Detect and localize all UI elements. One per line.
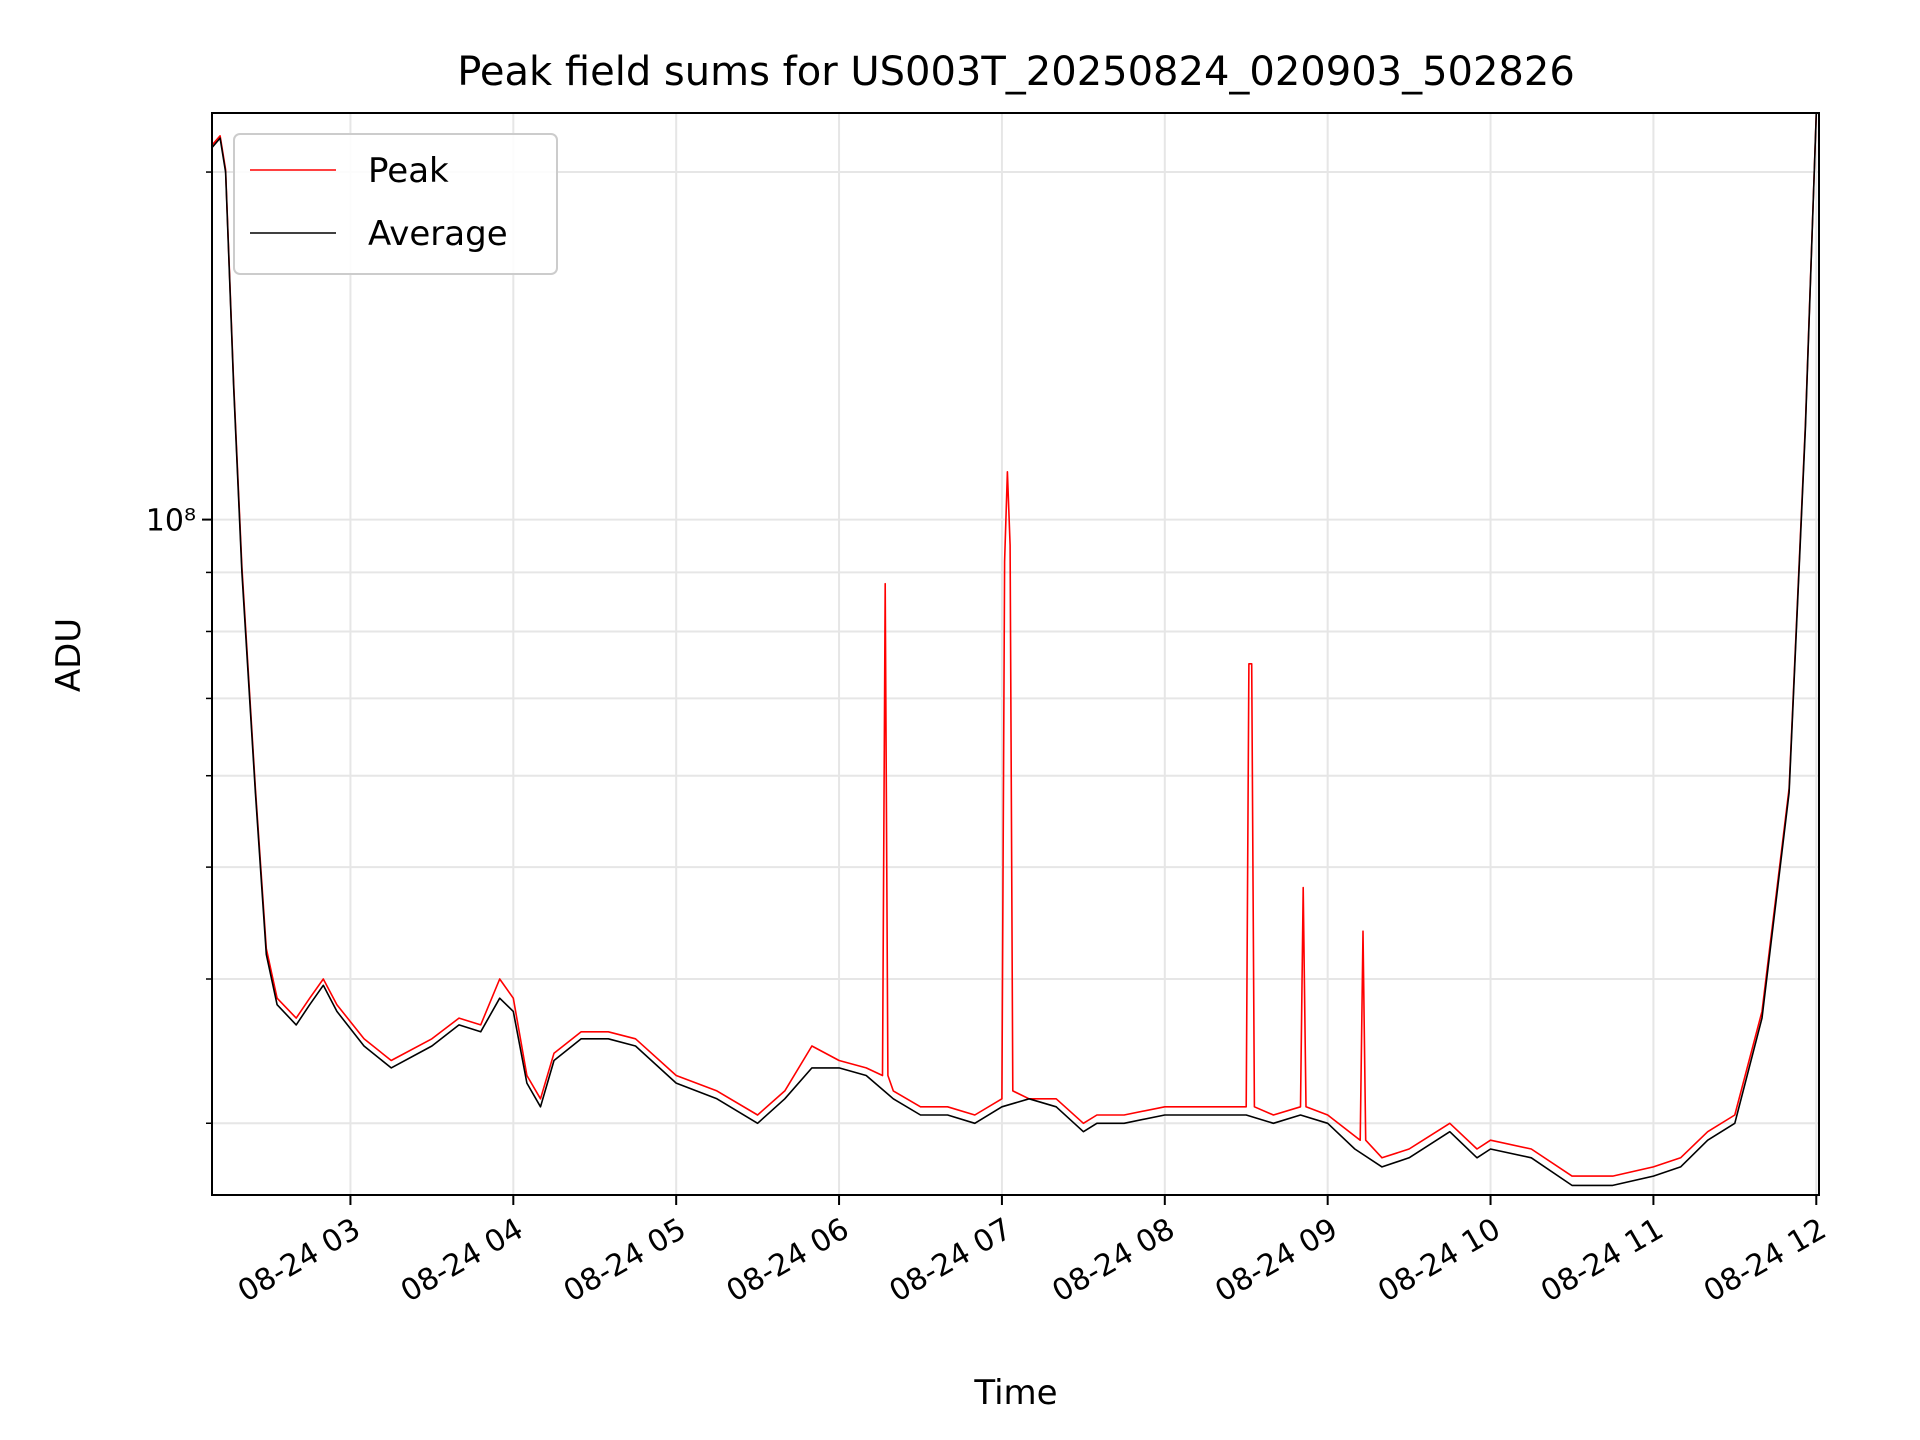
legend-label-average: Average — [368, 214, 508, 254]
x-tick-label: 08-24 09 — [1209, 1212, 1343, 1310]
grid-lines — [212, 113, 1819, 1195]
x-axis-label: Time — [973, 1373, 1057, 1413]
x-tick-label: 08-24 03 — [232, 1212, 366, 1310]
y-axis: 10⁸ — [146, 171, 212, 1125]
x-tick-label: 08-24 10 — [1372, 1212, 1506, 1310]
x-tick-label: 08-24 05 — [558, 1212, 692, 1310]
chart-title: Peak field sums for US003T_20250824_0209… — [457, 49, 1575, 95]
x-tick-label: 08-24 07 — [884, 1212, 1018, 1310]
series-layer — [211, 112, 1818, 1187]
legend: Peak Average — [233, 133, 558, 275]
x-tick-label: 08-24 08 — [1046, 1212, 1180, 1310]
series-line-peak — [211, 112, 1818, 1177]
x-axis: 08-24 03 08-24 04 08-24 05 08-24 06 08-24 07… — [232, 1195, 1832, 1309]
x-tick-label: 08-24 04 — [395, 1212, 529, 1310]
legend-box — [233, 133, 558, 275]
series-line-average — [211, 112, 1818, 1187]
y-axis-label: ADU — [49, 618, 89, 692]
legend-label-peak: Peak — [368, 151, 449, 191]
y-tick-label: 10⁸ — [146, 504, 196, 539]
x-tick-label: 08-24 12 — [1698, 1212, 1832, 1310]
x-tick-label: 08-24 06 — [721, 1212, 855, 1310]
plot-frame — [211, 112, 1820, 1196]
x-tick-label: 08-24 11 — [1535, 1212, 1669, 1310]
